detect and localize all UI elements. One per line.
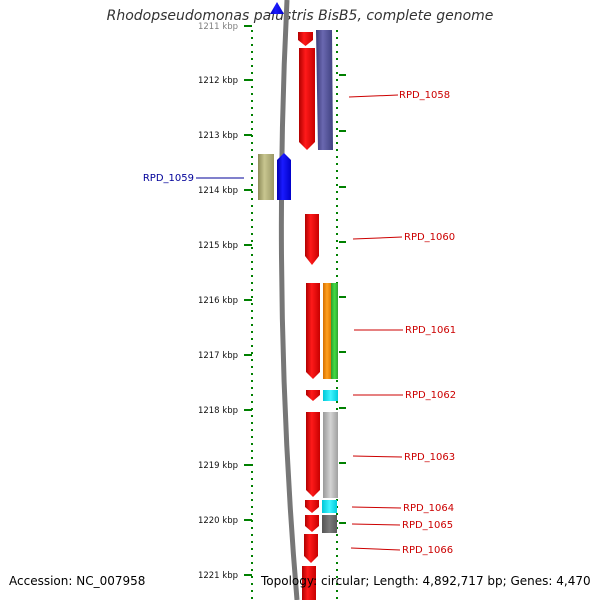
gene-arrow-bottom[interactable] (302, 566, 316, 600)
gene-labels: RPD_1058 RPD_1059 RPD_1060 RPD_1061 RPD_1062… (143, 90, 456, 556)
genome-backbone (278, 0, 300, 600)
gene-arrow-rpd-1062[interactable] (306, 390, 320, 401)
genome-title: Rhodopseudomonas palustris BisB5, comple… (106, 8, 494, 24)
gene-green-rpd-1061[interactable] (331, 283, 338, 379)
accession-text: Accession: NC_007958 (9, 574, 146, 588)
gene-khaki-rpd-1059[interactable] (258, 154, 274, 200)
ruler-tick-label: 1213 kbp (198, 131, 238, 141)
gene-label[interactable]: RPD_1066 (402, 545, 453, 556)
gene-arrow-rpd-1063[interactable] (306, 412, 320, 497)
gene-label[interactable]: RPD_1063 (404, 452, 455, 463)
ruler-tick-label: 1221 kbp (198, 571, 238, 581)
ruler-tick-label: 1219 kbp (198, 461, 238, 471)
gene-arrow-rpd-1061[interactable] (306, 283, 320, 379)
gene-label[interactable]: RPD_1061 (405, 325, 456, 336)
gene-arrow-rpd-1064[interactable] (305, 500, 319, 513)
ruler-tick-label: 1218 kbp (198, 406, 238, 416)
ruler-tick-label: 1217 kbp (198, 351, 238, 361)
ruler-tick-label: 1214 kbp (198, 186, 238, 196)
gene-leader-line (350, 547, 401, 551)
gene-arrow-top-blue[interactable] (270, 2, 284, 14)
gene-grey-rpd-1063[interactable] (323, 412, 338, 498)
gene-leader-line (348, 94, 399, 98)
gene-leader-line (351, 506, 402, 509)
gene-label[interactable]: RPD_1060 (404, 232, 455, 243)
gene-arrow-rpd-1060[interactable] (305, 214, 319, 265)
gene-label[interactable]: RPD_1064 (403, 503, 454, 514)
gene-arrow-1[interactable] (298, 32, 313, 46)
gene-label[interactable]: RPD_1059 (143, 173, 194, 184)
gene-leader-line (351, 523, 401, 526)
ruler-tick-label: 1211 kbp (198, 22, 238, 32)
gene-leader-line (352, 236, 403, 240)
ruler-tick-label: 1216 kbp (198, 296, 238, 306)
gene-arrow-rpd-1058[interactable] (299, 48, 315, 150)
gene-dark-rpd-1065[interactable] (322, 515, 337, 533)
gene-cyan-rpd-1064[interactable] (322, 500, 337, 513)
gene-label[interactable]: RPD_1058 (399, 90, 450, 101)
ruler-tick-label: 1220 kbp (198, 516, 238, 526)
gene-arrow-rpd-1065[interactable] (305, 515, 319, 532)
ruler-tick-label: 1212 kbp (198, 76, 238, 86)
gene-cyan-rpd-1062[interactable] (323, 390, 338, 401)
gene-orange-rpd-1061[interactable] (323, 283, 331, 379)
topology-text: Topology: circular; Length: 4,892,717 bp… (261, 574, 591, 588)
gene-label[interactable]: RPD_1062 (405, 390, 456, 401)
gene-arrow-rpd-1059[interactable] (277, 153, 291, 200)
gene-label[interactable]: RPD_1065 (402, 520, 453, 531)
ruler-tick-label: 1215 kbp (198, 241, 238, 251)
ruler-ticks: 1211 kbp 1212 kbp 1213 kbp 1214 kbp 1215 kbp… (198, 22, 346, 581)
gene-leader-line (352, 455, 403, 458)
gene-arrow-rpd-1066[interactable] (304, 534, 318, 563)
gene-purple-rpd-1058[interactable] (316, 30, 333, 150)
